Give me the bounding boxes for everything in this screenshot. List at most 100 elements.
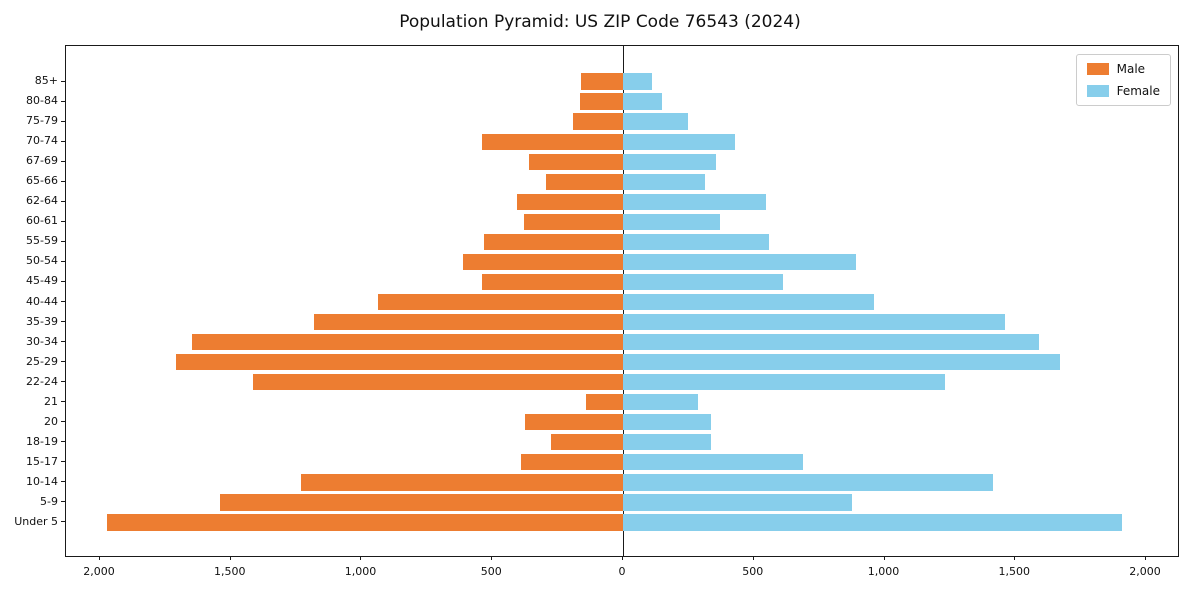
legend: Male Female <box>1075 54 1171 106</box>
legend-label-female: Female <box>1116 84 1160 98</box>
y-tick-mark <box>61 521 65 523</box>
male-bar <box>517 193 623 211</box>
y-tick-mark <box>61 481 65 483</box>
y-tick-label: 50-54 <box>26 254 58 268</box>
chart-title: Population Pyramid: US ZIP Code 76543 (2… <box>399 12 801 32</box>
male-bar <box>252 373 623 391</box>
y-tick-mark <box>61 240 65 242</box>
male-bar <box>220 494 623 511</box>
x-tick-label: 2,000 <box>1129 565 1161 578</box>
male-bar <box>581 73 623 90</box>
female-bar <box>623 153 716 170</box>
male-bar <box>528 153 623 170</box>
y-tick-mark <box>61 461 65 463</box>
y-tick-mark <box>61 421 65 423</box>
female-bar <box>623 233 770 251</box>
female-bar <box>623 93 663 110</box>
x-tick-mark <box>1014 556 1016 560</box>
female-bar <box>623 73 652 90</box>
female-bar <box>623 333 1039 351</box>
female-bar <box>623 373 945 391</box>
y-tick-mark <box>61 381 65 383</box>
x-tick-label: 2,000 <box>83 565 115 578</box>
y-tick-label: 15-17 <box>26 454 58 468</box>
male-bar <box>573 113 623 130</box>
male-bar <box>106 514 623 531</box>
female-bar <box>623 173 706 190</box>
y-tick-label: 30-34 <box>26 334 58 348</box>
female-bar <box>623 313 1005 331</box>
y-tick-mark <box>61 361 65 363</box>
y-tick-label: 85+ <box>34 74 58 88</box>
male-bar <box>551 434 623 451</box>
y-tick-mark <box>61 401 65 403</box>
x-tick-mark <box>752 556 754 560</box>
x-tick-mark <box>360 556 362 560</box>
female-bar <box>623 253 856 271</box>
x-tick-mark <box>1145 556 1146 560</box>
female-color-swatch <box>1086 85 1109 97</box>
y-tick-mark <box>61 100 65 102</box>
y-tick-mark <box>61 260 65 262</box>
female-bar <box>623 193 766 211</box>
x-tick-mark <box>98 556 100 560</box>
y-axis-labels: 85+ 80-84 75-79 70-74 67-69 65-66 62-64 60-61 55… <box>0 45 58 557</box>
male-bar <box>378 293 623 311</box>
male-bar <box>481 133 623 150</box>
y-tick-mark <box>61 80 65 82</box>
male-bar <box>579 93 623 110</box>
female-bar <box>623 514 1123 531</box>
x-tick-label: 1,500 <box>213 565 246 578</box>
legend-entry-male: Male <box>1086 62 1160 76</box>
female-bar <box>623 273 783 291</box>
y-tick-mark <box>61 220 65 222</box>
y-tick-mark <box>61 140 65 142</box>
y-tick-label: 40-44 <box>26 294 58 308</box>
female-bar <box>623 454 804 471</box>
x-tick-mark <box>229 556 231 560</box>
male-bar <box>463 253 623 271</box>
female-bar <box>623 293 875 311</box>
legend-label-male: Male <box>1116 62 1146 76</box>
female-bar <box>623 133 736 150</box>
female-bar <box>623 494 852 511</box>
female-bar <box>623 113 689 130</box>
female-bar <box>623 393 698 411</box>
male-bar <box>301 474 623 491</box>
y-tick-mark <box>61 301 65 302</box>
y-tick-label: 60-61 <box>26 214 58 228</box>
male-bar <box>521 454 623 471</box>
y-tick-label: 10-14 <box>26 474 58 488</box>
y-tick-label: 20 <box>44 414 58 428</box>
y-tick-mark <box>61 160 65 162</box>
y-tick-label: 21 <box>44 394 58 408</box>
y-tick-mark <box>61 341 65 343</box>
female-bar <box>623 213 720 231</box>
x-tick-label: 0 <box>618 565 626 578</box>
y-tick-label: 65-66 <box>26 174 58 188</box>
male-bar <box>314 313 623 331</box>
y-tick-mark <box>61 200 65 202</box>
y-tick-label: 22-24 <box>26 374 58 388</box>
male-bar <box>191 333 623 351</box>
female-bar <box>623 474 994 491</box>
male-bar <box>523 213 623 231</box>
male-bar <box>586 393 623 411</box>
female-bar <box>623 413 711 431</box>
x-tick-label: 1,000 <box>344 565 377 578</box>
x-tick-mark <box>622 556 623 560</box>
male-bar <box>524 413 623 431</box>
y-tick-mark <box>61 321 65 323</box>
y-tick-mark <box>61 180 65 182</box>
male-color-swatch <box>1086 63 1109 75</box>
y-tick-mark <box>61 441 65 443</box>
y-tick-mark <box>61 120 65 122</box>
legend-entry-female: Female <box>1086 84 1160 98</box>
x-tick-label: 500 <box>742 565 764 578</box>
y-tick-label: 18-19 <box>26 434 58 448</box>
male-bar <box>175 353 623 371</box>
x-tick-label: 1,000 <box>867 565 900 578</box>
female-bar <box>623 353 1060 371</box>
y-tick-label: 25-29 <box>26 354 58 368</box>
